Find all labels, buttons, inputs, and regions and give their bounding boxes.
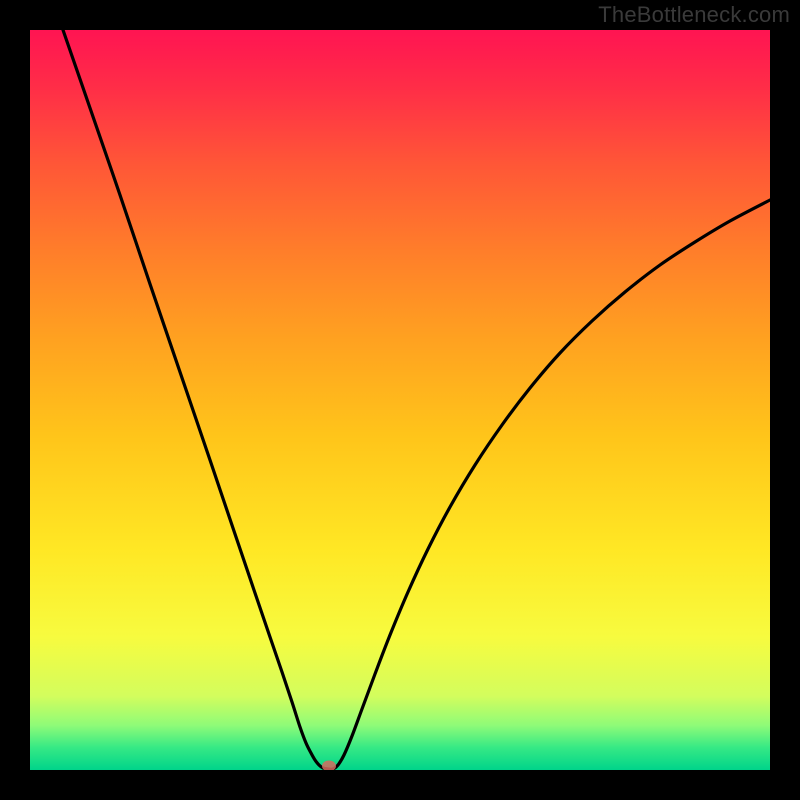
minimum-marker [322,761,336,771]
chart-frame: TheBottleneck.com [0,0,800,800]
plot-area [30,30,770,770]
curve-layer [30,30,770,770]
watermark-text: TheBottleneck.com [598,2,790,28]
bottleneck-curve [63,30,770,769]
